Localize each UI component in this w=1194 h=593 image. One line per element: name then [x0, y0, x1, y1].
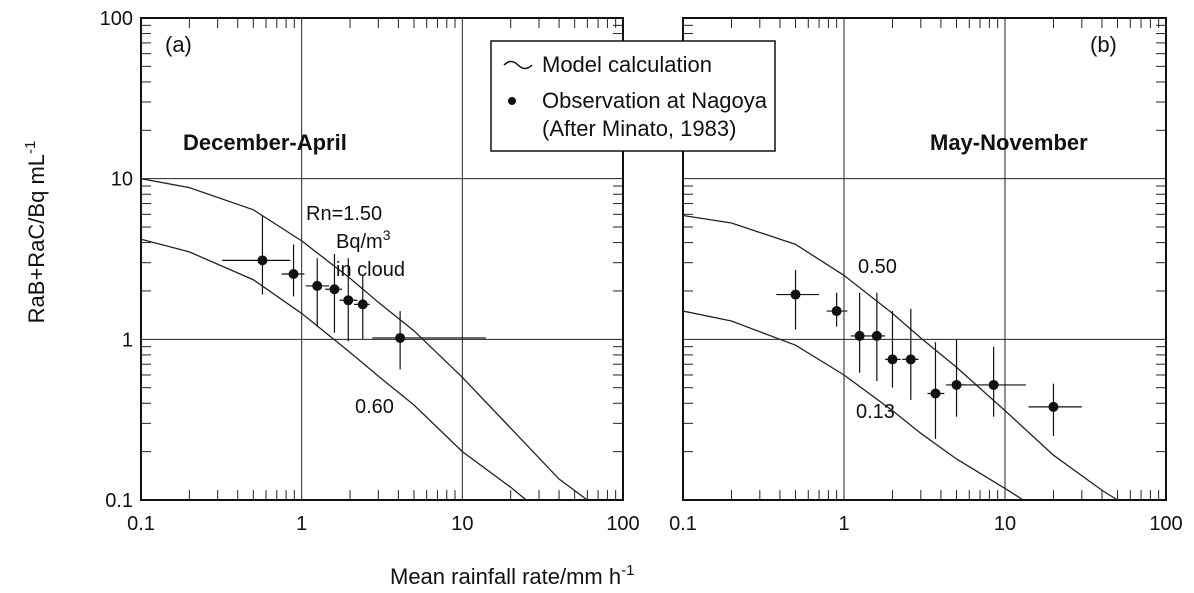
observation-point-a	[222, 215, 291, 295]
x-tick-label-b: 1	[838, 513, 849, 535]
x-tick-label-b: 0.1	[669, 513, 697, 535]
y-axis-title: RaB+RaC/Bq mL-1	[22, 141, 49, 324]
legend-point-label: Observation at Nagoya	[542, 88, 768, 113]
observation-marker	[930, 388, 941, 399]
observation-marker	[887, 354, 898, 365]
x-axis-title-sup: -1	[621, 562, 634, 579]
observation-marker	[1048, 401, 1059, 412]
legend-point-sample	[508, 97, 516, 105]
observation-point-a	[325, 253, 342, 333]
legend-line-sample	[503, 60, 533, 70]
observation-marker	[257, 255, 268, 266]
y-tick-label-a: 100	[100, 8, 133, 30]
panel-title-b: May-November	[930, 130, 1088, 155]
observation-marker	[288, 269, 299, 280]
plot-frame-a	[140, 17, 624, 501]
curve-label-b-low: 0.13	[856, 401, 895, 423]
observation-point-a	[305, 258, 330, 327]
panel-title-a: December-April	[183, 130, 347, 155]
x-tick-label-b: 100	[1149, 513, 1182, 535]
observation-point-b	[776, 270, 820, 330]
model-curve-a-0	[141, 178, 588, 500]
x-tick-label-a: 10	[451, 513, 473, 535]
model-curve-b-0	[683, 214, 1118, 500]
observation-point-a	[354, 275, 370, 340]
observation-marker	[329, 284, 340, 295]
legend: Model calculation Observation at Nagoya …	[490, 40, 776, 152]
x-axis-title: Mean rainfall rate/mm h-1	[390, 562, 634, 589]
observation-point-b	[826, 292, 848, 327]
y-axis-title-sup: -1	[22, 141, 39, 154]
observation-point-a	[372, 311, 486, 370]
observation-marker	[343, 295, 354, 306]
observation-marker	[905, 354, 916, 365]
curve-label-a-low: 0.60	[355, 396, 394, 418]
observation-marker	[871, 330, 882, 341]
observation-point-a	[339, 258, 358, 342]
y-axis-title-base: RaB+RaC/Bq mL	[24, 154, 49, 323]
curve-label-b-high: 0.50	[858, 256, 897, 278]
legend-line-label: Model calculation	[542, 52, 712, 77]
observation-point-b	[945, 339, 967, 417]
observation-marker	[988, 379, 999, 390]
observation-marker	[790, 289, 801, 300]
model-curve-a-1	[141, 238, 527, 500]
y-tick-label-a: 1	[122, 329, 133, 351]
x-tick-label-a: 1	[296, 513, 307, 535]
observation-point-a	[281, 244, 305, 297]
curve-unit-a-sup: 3	[383, 227, 391, 243]
x-axis-title-base: Mean rainfall rate/mm h	[390, 564, 621, 589]
observation-marker	[357, 299, 368, 310]
legend-point-label-line2: (After Minato, 1983)	[542, 116, 736, 141]
model-curve-b-1	[683, 310, 1024, 500]
observation-point-b	[1028, 383, 1082, 437]
curve-unit-a-base: Bq/m	[336, 231, 383, 253]
panel-a: 0.1 1 10 100 0.1 1 10 100	[100, 8, 640, 535]
y-tick-label-a: 0.1	[105, 490, 133, 512]
observation-point-b	[850, 292, 870, 373]
observation-marker	[312, 280, 323, 291]
panel-label-b: (b)	[1090, 32, 1117, 57]
curve-note-a: in cloud	[336, 259, 405, 281]
observation-marker	[854, 330, 865, 341]
observation-point-b	[869, 292, 886, 382]
y-tick-label-a: 10	[111, 169, 133, 191]
observation-marker	[395, 332, 406, 343]
legend-box	[490, 40, 776, 152]
observation-point-b	[885, 311, 901, 388]
x-tick-label-a: 0.1	[127, 513, 155, 535]
x-tick-label-a: 100	[606, 513, 639, 535]
observation-marker	[951, 379, 962, 390]
panel-label-a: (a)	[165, 32, 192, 57]
observation-point-b	[927, 342, 945, 439]
observation-point-b	[902, 308, 919, 400]
curve-label-a-high: Rn=1.50	[306, 203, 382, 225]
x-tick-label-b: 10	[994, 513, 1016, 535]
observation-marker	[831, 306, 842, 317]
curve-unit-a: Bq/m3	[336, 227, 391, 253]
observation-point-b	[959, 346, 1026, 417]
plot-frame-b	[682, 17, 1167, 501]
panel-b: 0.1 1 10 100	[669, 17, 1183, 535]
